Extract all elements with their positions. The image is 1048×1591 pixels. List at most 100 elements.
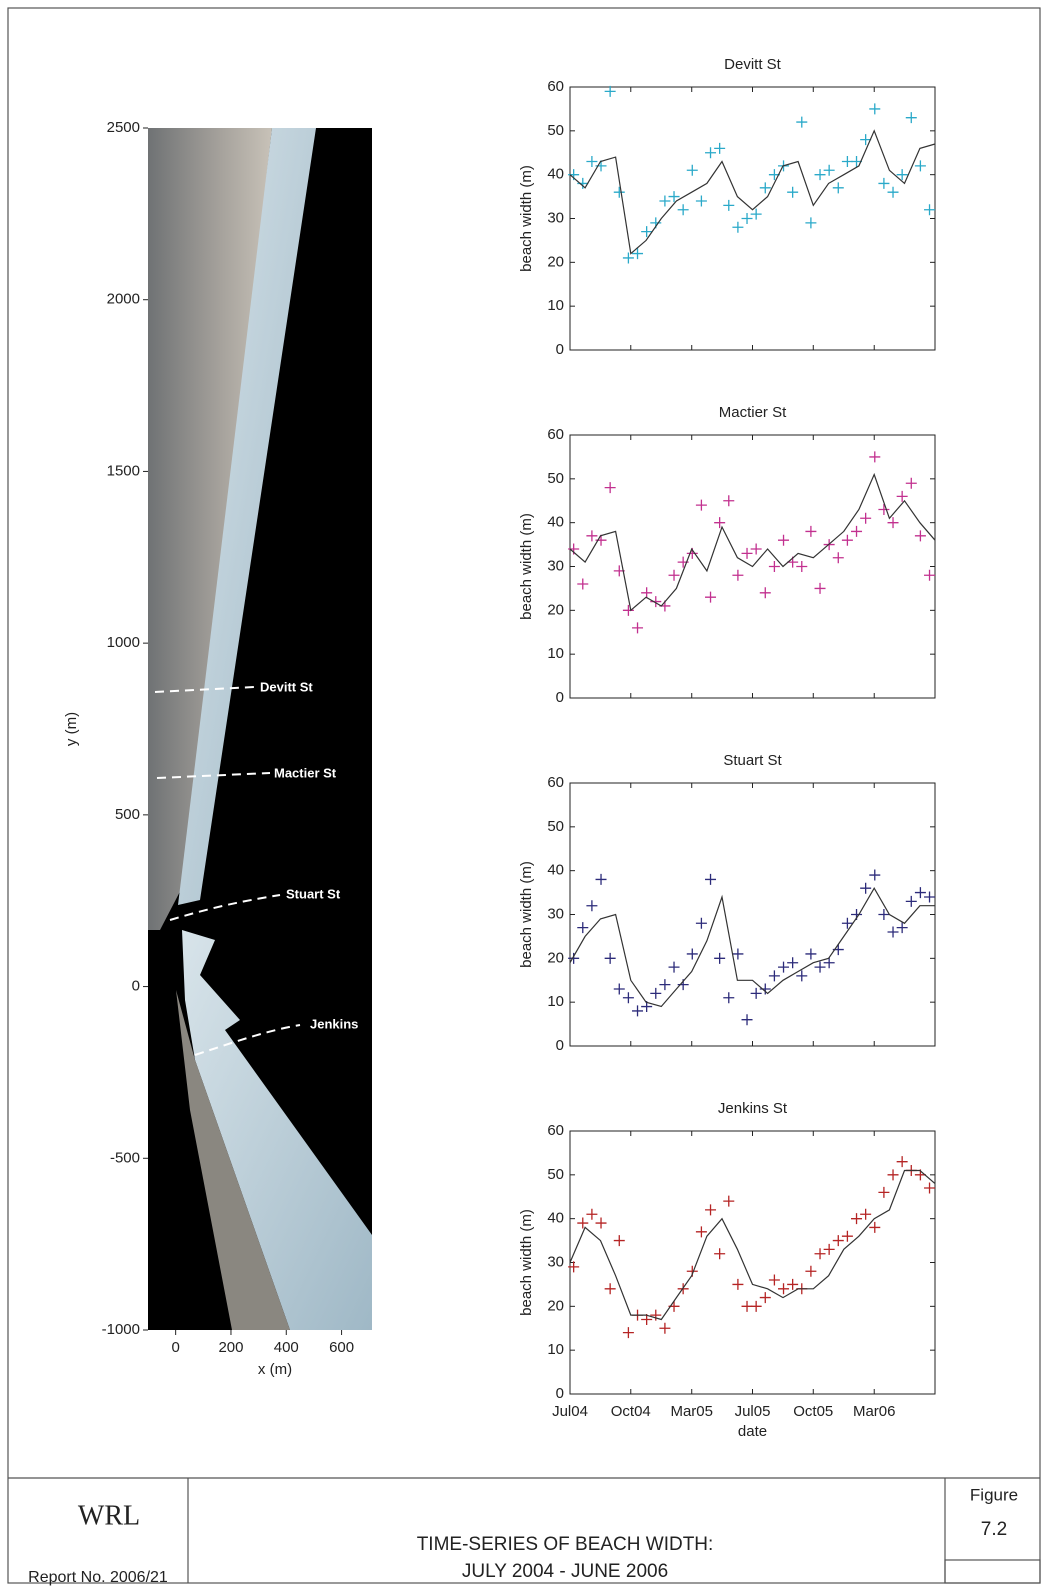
y-tick-label: 20 <box>547 253 564 270</box>
data-point <box>695 1226 707 1238</box>
y-tick-label: 20 <box>547 949 564 966</box>
data-point <box>568 1261 580 1273</box>
data-point <box>860 882 872 894</box>
data-point <box>823 1243 835 1255</box>
data-point <box>787 957 799 969</box>
data-point <box>622 252 634 264</box>
data-point <box>686 164 698 176</box>
data-point <box>714 142 726 154</box>
data-point <box>613 983 625 995</box>
plot-area <box>569 1130 936 1395</box>
data-point <box>823 164 835 176</box>
y-tick-label: 40 <box>547 1210 564 1227</box>
data-point <box>841 1230 853 1242</box>
data-point <box>805 217 817 229</box>
data-point <box>914 160 926 172</box>
y-tick-label: 40 <box>547 514 564 531</box>
data-point <box>869 451 881 463</box>
report-number: Report No. 2006/21 <box>28 1569 168 1586</box>
x-tick-label: Mar06 <box>853 1403 896 1420</box>
x-tick-label: Oct05 <box>793 1403 833 1420</box>
data-point <box>832 552 844 564</box>
y-axis-label: beach width (m) <box>518 1209 535 1316</box>
data-point <box>860 134 872 146</box>
y-tick-label: 1500 <box>107 462 140 479</box>
data-point <box>695 917 707 929</box>
data-point <box>805 525 817 537</box>
data-point <box>732 221 744 233</box>
data-point <box>577 177 589 189</box>
data-point <box>759 587 771 599</box>
data-point <box>622 992 634 1004</box>
data-point <box>577 922 589 934</box>
data-point <box>887 517 899 529</box>
data-point <box>723 1195 735 1207</box>
data-point <box>778 534 790 546</box>
y-tick-label: 10 <box>547 1341 564 1358</box>
x-axis-label: date <box>738 1423 767 1440</box>
y-axis-label: y (m) <box>63 712 80 746</box>
y-axis-label: beach width (m) <box>518 861 535 968</box>
org-name: WRL <box>78 1500 140 1531</box>
data-point <box>924 569 936 581</box>
data-point <box>796 116 808 128</box>
y-tick-label: 1000 <box>107 634 140 651</box>
data-point <box>632 248 644 260</box>
data-point <box>732 948 744 960</box>
annotation-line <box>194 1024 301 1056</box>
y-tick-label: -500 <box>110 1149 140 1166</box>
data-point <box>586 900 598 912</box>
data-point <box>778 961 790 973</box>
data-point <box>695 195 707 207</box>
data-point <box>750 987 762 999</box>
x-tick-label: Mar05 <box>670 1403 713 1420</box>
annotation-line <box>169 894 281 921</box>
y-tick-label: 0 <box>132 978 140 995</box>
x-tick-label: 600 <box>329 1339 354 1356</box>
data-point <box>759 983 771 995</box>
data-point <box>659 195 671 207</box>
data-point <box>896 922 908 934</box>
data-point <box>905 112 917 124</box>
y-tick-label: 0 <box>556 689 564 706</box>
y-tick-label: 30 <box>547 557 564 574</box>
data-point <box>887 926 899 938</box>
chart-title: Stuart St <box>723 752 782 769</box>
fit-line <box>569 129 936 255</box>
data-point <box>787 186 799 198</box>
y-tick-label: 60 <box>547 78 564 95</box>
y-tick-label: 0 <box>556 1385 564 1402</box>
y-tick-label: 0 <box>556 341 564 358</box>
aerial-image <box>148 128 372 1330</box>
data-point <box>705 147 717 159</box>
data-point <box>677 204 689 216</box>
data-point <box>768 561 780 572</box>
page-frame <box>7 7 1041 1584</box>
data-point <box>878 177 890 189</box>
data-point <box>851 1213 863 1225</box>
y-tick-label: 500 <box>115 806 140 823</box>
image-beach <box>176 990 290 1330</box>
data-point <box>878 909 890 920</box>
data-point <box>914 887 926 899</box>
data-point <box>759 182 771 194</box>
chart-title: Devitt St <box>724 56 782 73</box>
data-point <box>659 1322 671 1334</box>
data-point <box>641 226 653 238</box>
fit-line <box>569 1169 936 1321</box>
data-point <box>577 578 589 590</box>
data-point <box>841 917 853 929</box>
x-tick-label: Jul04 <box>552 1403 588 1420</box>
footer-title: JULY 2004 - JUNE 2006 <box>462 1561 668 1582</box>
data-point <box>668 961 680 973</box>
footer-stamp <box>944 1559 1041 1584</box>
data-point <box>924 1182 936 1194</box>
data-point <box>586 1208 598 1220</box>
data-point <box>768 970 780 982</box>
data-point <box>887 186 899 198</box>
data-point <box>622 1327 634 1339</box>
data-point <box>714 952 726 964</box>
data-point <box>750 208 762 220</box>
y-tick-label: 10 <box>547 297 564 314</box>
